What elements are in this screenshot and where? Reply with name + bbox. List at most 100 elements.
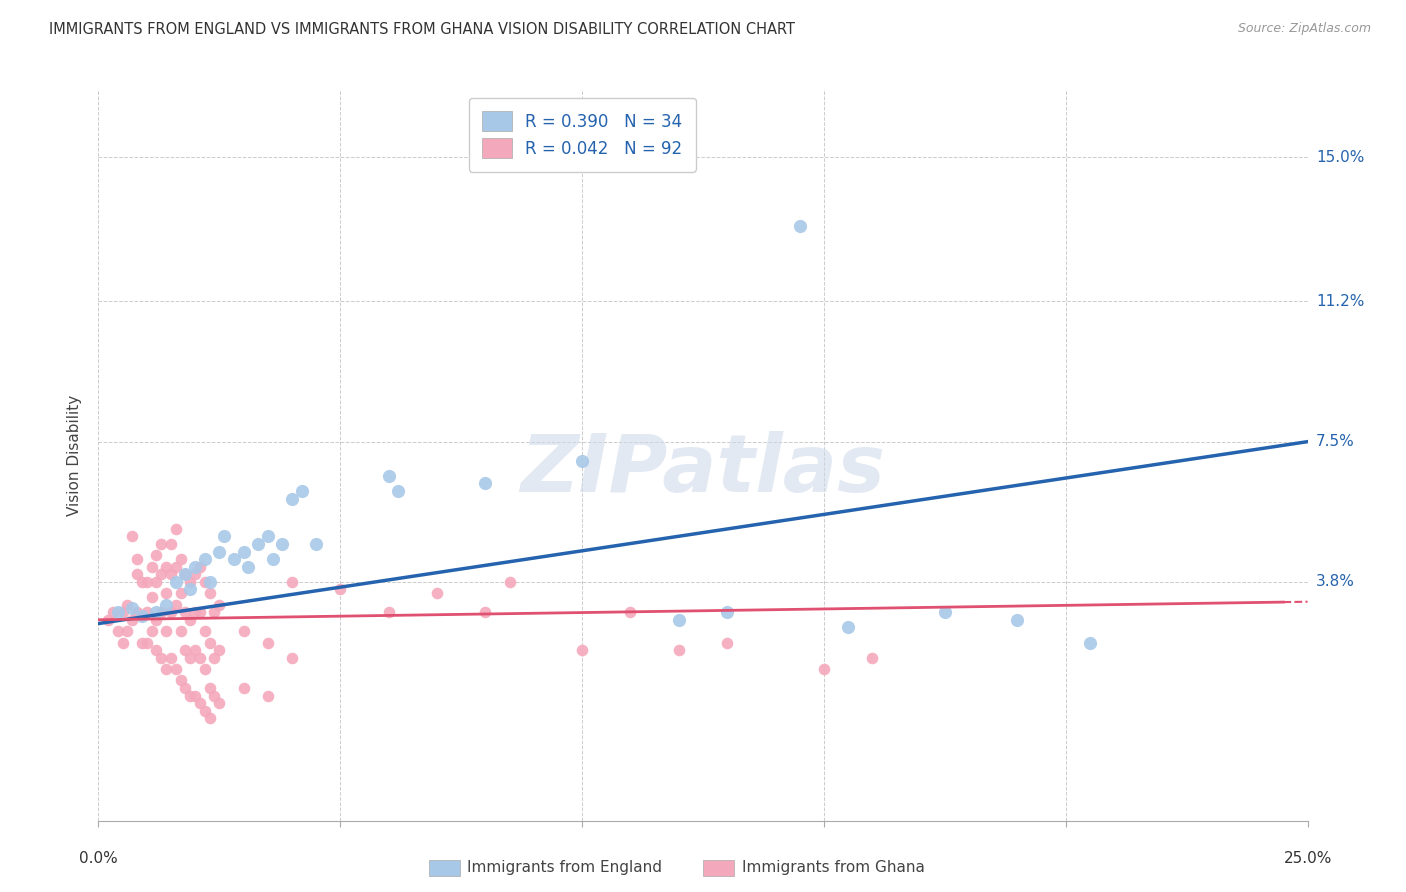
Point [150, 537, 173, 551]
Point [145, 613, 167, 627]
Point [111, 605, 134, 619]
Point [305, 537, 328, 551]
Text: 7.5%: 7.5% [1316, 434, 1354, 450]
Point [121, 529, 143, 543]
Point [212, 529, 235, 543]
Point [281, 491, 304, 506]
Point [150, 650, 173, 665]
Point [571, 453, 593, 467]
Point [135, 635, 157, 649]
Point [198, 681, 221, 695]
Point [127, 552, 149, 566]
Point [145, 643, 167, 657]
Point [155, 624, 177, 639]
Point [194, 552, 217, 566]
Y-axis label: Vision Disability: Vision Disability [67, 394, 83, 516]
Point [934, 605, 956, 619]
Point [184, 567, 207, 582]
Point [179, 689, 201, 703]
Point [184, 643, 207, 657]
Point [198, 574, 221, 589]
Text: Immigrants from Ghana: Immigrants from Ghana [742, 861, 925, 875]
Point [474, 476, 496, 491]
Point [208, 696, 231, 710]
Text: 11.2%: 11.2% [1316, 294, 1364, 309]
Text: IMMIGRANTS FROM ENGLAND VS IMMIGRANTS FROM GHANA VISION DISABILITY CORRELATION C: IMMIGRANTS FROM ENGLAND VS IMMIGRANTS FR… [49, 22, 796, 37]
Point [194, 624, 217, 639]
Point [155, 598, 177, 612]
Point [198, 635, 221, 649]
Point [145, 574, 167, 589]
Point [184, 605, 207, 619]
Point [256, 529, 278, 543]
Point [174, 643, 197, 657]
Point [150, 605, 173, 619]
Point [813, 662, 835, 676]
Point [97, 613, 120, 627]
Text: ZIPatlas: ZIPatlas [520, 431, 886, 508]
Point [165, 574, 187, 589]
Text: 15.0%: 15.0% [1316, 150, 1364, 165]
Point [165, 522, 187, 536]
Point [262, 552, 284, 566]
Legend: R = 0.390   N = 34, R = 0.042   N = 92: R = 0.390 N = 34, R = 0.042 N = 92 [468, 97, 696, 171]
Point [247, 537, 270, 551]
Point [290, 483, 312, 498]
Point [426, 586, 449, 600]
Point [160, 605, 183, 619]
Point [179, 613, 201, 627]
Text: 0.0%: 0.0% [79, 851, 118, 866]
Point [165, 559, 187, 574]
Point [208, 598, 231, 612]
Point [498, 574, 520, 589]
Point [668, 613, 690, 627]
Point [179, 582, 201, 597]
Point [127, 567, 149, 582]
Point [271, 537, 294, 551]
Point [174, 567, 197, 582]
Point [127, 605, 149, 619]
Point [179, 650, 201, 665]
Point [837, 620, 859, 634]
Point [160, 537, 183, 551]
Point [232, 681, 254, 695]
Point [174, 681, 197, 695]
Point [204, 605, 226, 619]
Point [165, 598, 187, 612]
Point [716, 605, 738, 619]
Point [281, 574, 304, 589]
Point [141, 559, 163, 574]
Point [198, 711, 221, 725]
Point [131, 609, 153, 624]
Point [174, 605, 197, 619]
Point [165, 662, 187, 676]
Point [194, 662, 217, 676]
Point [150, 567, 173, 582]
Point [204, 689, 226, 703]
Point [135, 574, 157, 589]
Point [232, 544, 254, 558]
Text: Immigrants from England: Immigrants from England [467, 861, 662, 875]
Point [145, 605, 167, 619]
Point [121, 601, 143, 615]
Point [208, 643, 231, 657]
Point [194, 574, 217, 589]
Point [474, 605, 496, 619]
Point [184, 689, 207, 703]
Point [141, 590, 163, 604]
Point [160, 567, 183, 582]
Point [160, 650, 183, 665]
Point [101, 605, 124, 619]
Point [716, 635, 738, 649]
Text: 25.0%: 25.0% [1284, 851, 1331, 866]
Point [571, 643, 593, 657]
Point [131, 635, 153, 649]
Point [1007, 613, 1029, 627]
Point [668, 643, 690, 657]
Point [208, 544, 231, 558]
Text: 3.8%: 3.8% [1316, 574, 1355, 590]
Point [860, 650, 883, 665]
Point [141, 624, 163, 639]
Point [169, 552, 191, 566]
Point [281, 650, 304, 665]
